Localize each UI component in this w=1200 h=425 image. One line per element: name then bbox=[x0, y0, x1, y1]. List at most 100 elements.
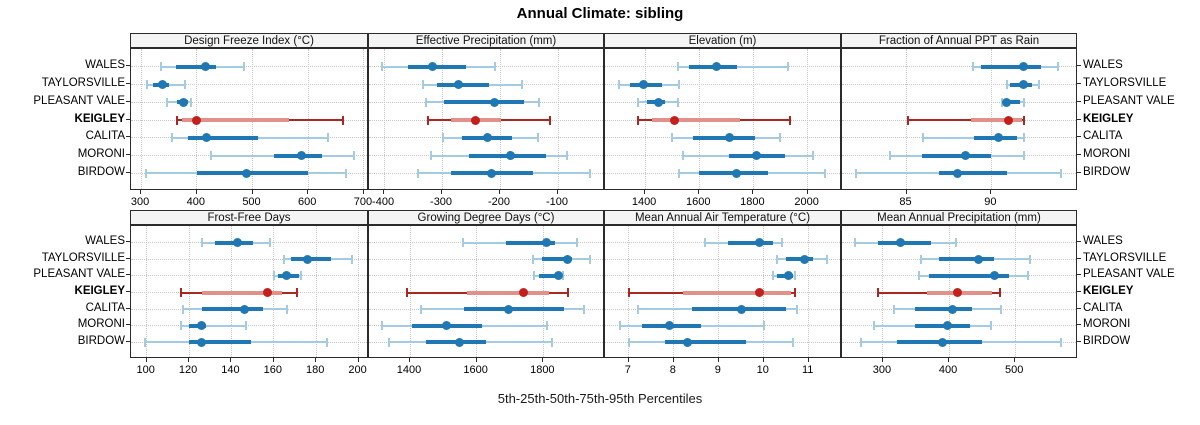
whisker-cap-right bbox=[550, 337, 553, 347]
whisker-cap-right bbox=[520, 80, 523, 89]
iqr-bar bbox=[464, 307, 564, 312]
x-axis-tick bbox=[1014, 358, 1016, 362]
whisker-cap-right bbox=[345, 168, 348, 178]
whisker-cap-left bbox=[179, 321, 182, 331]
whisker-cap-left bbox=[876, 288, 879, 297]
median-dot bbox=[242, 168, 252, 178]
plot-panel bbox=[368, 225, 604, 358]
median-dot bbox=[487, 168, 497, 178]
iqr-bar bbox=[971, 118, 1022, 122]
whisker-cap-right bbox=[548, 115, 551, 125]
whisker-cap-right bbox=[351, 254, 354, 264]
x-axis-tick-label: 85 bbox=[899, 196, 912, 208]
median-dot bbox=[542, 238, 552, 248]
whisker-cap-left bbox=[200, 238, 203, 248]
strip-label: Growing Degree Days (°C) bbox=[417, 211, 555, 224]
whisker-cap-left bbox=[426, 115, 429, 125]
panel-strip: Frost-Free Days bbox=[130, 210, 368, 225]
whisker-cap-right bbox=[1056, 62, 1059, 72]
h-gridline bbox=[605, 275, 840, 277]
median-dot bbox=[454, 337, 464, 347]
x-axis-tick bbox=[806, 190, 808, 194]
site-label-left: PLEASANT VALE bbox=[33, 268, 125, 281]
whisker-cap-right bbox=[998, 288, 1001, 297]
x-axis-tick bbox=[499, 190, 501, 194]
x-axis-tick-label: 1600 bbox=[686, 196, 711, 208]
h-gridline bbox=[131, 101, 367, 103]
whisker-cap-left bbox=[181, 304, 184, 314]
whisker-cap-right bbox=[567, 288, 570, 297]
site-label-left: TAYLORSVILLE bbox=[41, 77, 125, 89]
iqr-bar bbox=[938, 257, 995, 262]
whisker-cap-left bbox=[682, 151, 685, 160]
iqr-bar bbox=[1003, 100, 1021, 105]
median-dot bbox=[233, 238, 243, 248]
y-axis-tick-right bbox=[1077, 118, 1081, 120]
median-dot bbox=[489, 97, 499, 107]
v-gridline bbox=[807, 49, 809, 189]
y-axis-tick-left bbox=[126, 274, 130, 276]
median-dot bbox=[282, 271, 292, 281]
y-axis-tick-left bbox=[126, 171, 130, 173]
whisker-cap-right bbox=[1022, 115, 1025, 125]
whisker-line bbox=[180, 324, 247, 327]
x-axis-tick-label: 400 bbox=[186, 196, 205, 208]
panel-strip: Effective Precipitation (mm) bbox=[368, 33, 604, 48]
iqr-bar bbox=[437, 82, 490, 87]
x-axis-tick bbox=[644, 190, 646, 194]
strip-label: Mean Annual Air Temperature (°C) bbox=[634, 211, 811, 224]
x-axis-tick-label: 8 bbox=[669, 364, 676, 376]
h-gridline bbox=[605, 84, 840, 85]
median-dot bbox=[736, 304, 746, 314]
v-gridline bbox=[358, 226, 360, 357]
median-dot bbox=[664, 321, 674, 331]
x-axis-tick bbox=[717, 358, 719, 362]
x-axis-tick bbox=[752, 190, 754, 194]
median-dot bbox=[427, 62, 437, 72]
x-axis-tick-label: 700 bbox=[353, 196, 373, 208]
iqr-bar bbox=[201, 307, 264, 312]
whisker-cap-right bbox=[1037, 80, 1040, 89]
whisker-cap-left bbox=[532, 254, 534, 264]
median-dot bbox=[961, 151, 971, 160]
median-dot bbox=[192, 115, 202, 125]
x-axis-tick-label: 120 bbox=[178, 364, 198, 376]
median-dot bbox=[518, 288, 528, 297]
site-label-left: WALES bbox=[85, 235, 125, 248]
site-label-left: MORONI bbox=[77, 148, 125, 160]
median-dot bbox=[482, 133, 492, 143]
median-dot bbox=[453, 80, 463, 89]
whisker-line bbox=[923, 136, 1024, 139]
x-axis-tick-label: 160 bbox=[263, 364, 282, 376]
x-axis-tick bbox=[357, 358, 359, 362]
median-dot bbox=[731, 168, 741, 178]
site-label-right: TAYLORSVILLE bbox=[1083, 251, 1167, 264]
whisker-cap-left bbox=[165, 97, 168, 107]
strip-label: Effective Precipitation (mm) bbox=[415, 34, 557, 47]
y-axis-tick-right bbox=[1077, 291, 1081, 292]
x-axis-tick-label: -100 bbox=[546, 196, 569, 208]
site-label-right: MORONI bbox=[1083, 148, 1131, 160]
whisker-cap-right bbox=[823, 168, 826, 178]
median-dot bbox=[754, 288, 764, 297]
whisker-cap-left bbox=[636, 304, 639, 314]
v-gridline bbox=[315, 226, 317, 357]
x-axis-tick-label: 9 bbox=[714, 364, 721, 376]
whisker-cap-left bbox=[1005, 80, 1008, 89]
x-axis-tick-label: 300 bbox=[130, 196, 150, 208]
site-label-left: CALITA bbox=[85, 301, 125, 314]
v-gridline bbox=[383, 49, 385, 189]
whisker-cap-left bbox=[210, 151, 213, 160]
whisker-cap-left bbox=[388, 337, 390, 347]
whisker-cap-right bbox=[955, 238, 958, 248]
median-dot bbox=[682, 337, 692, 347]
site-label-right: WALES bbox=[1083, 235, 1123, 248]
y-axis-tick-left bbox=[126, 136, 130, 138]
whisker-cap-right bbox=[1028, 254, 1031, 264]
median-dot bbox=[669, 115, 679, 125]
whisker-cap-right bbox=[1060, 168, 1063, 178]
whisker-cap-left bbox=[677, 168, 680, 178]
h-gridline bbox=[842, 101, 1076, 103]
whisker-cap-right bbox=[825, 254, 828, 264]
strip-label: Design Freeze Index (°C) bbox=[184, 34, 314, 47]
